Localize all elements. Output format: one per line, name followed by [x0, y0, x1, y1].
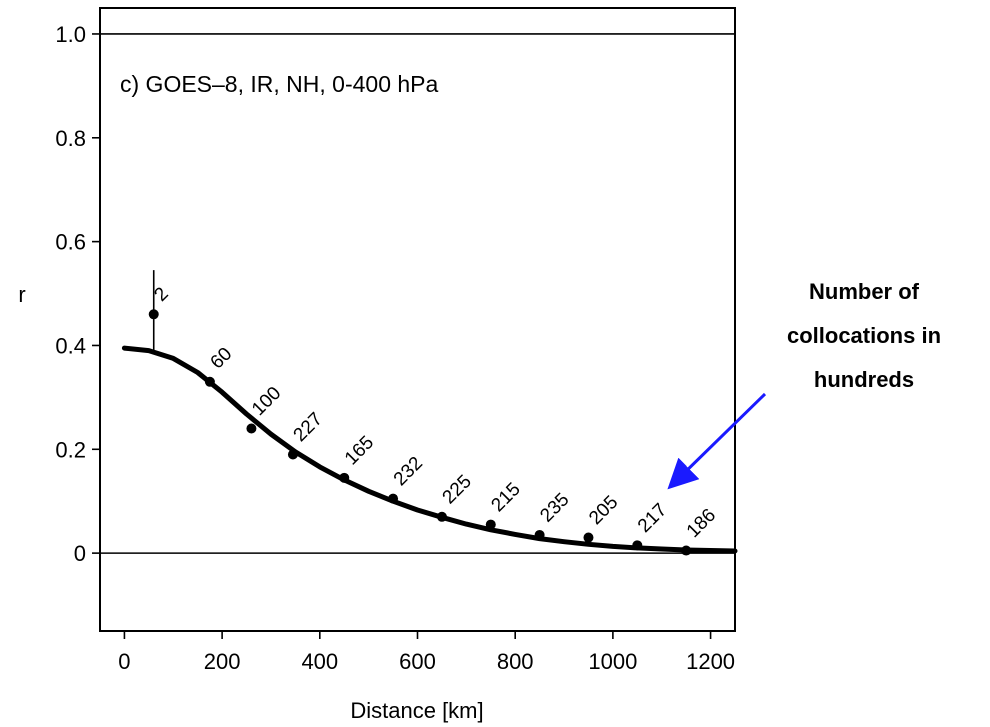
- data-point: [583, 532, 594, 543]
- point-count-label: 100: [248, 383, 285, 420]
- plot-frame: [99, 7, 736, 632]
- y-tick-label: 0.2: [55, 437, 86, 462]
- data-point: [148, 309, 159, 320]
- data-point: [436, 511, 447, 522]
- point-count-label: 217: [634, 500, 671, 537]
- point-count-label: 227: [290, 409, 327, 446]
- data-point: [485, 519, 496, 530]
- annotation-arrow: [667, 392, 767, 490]
- point-count-label: 232: [390, 453, 427, 490]
- annotation-line-2: collocations in: [786, 323, 942, 348]
- point-count-label: 225: [439, 471, 476, 508]
- data-point: [388, 493, 399, 504]
- annotation-line-1: Number of: [809, 279, 919, 304]
- y-tick-label: 0.6: [55, 230, 86, 255]
- x-tick-label: 200: [204, 649, 241, 674]
- data-point: [339, 472, 350, 483]
- data-point: [632, 540, 643, 551]
- data-point: [246, 423, 257, 434]
- data-point: [204, 376, 215, 387]
- x-tick-label: 1200: [686, 649, 735, 674]
- x-tick-label: 400: [301, 649, 338, 674]
- x-tick-label: 1000: [588, 649, 637, 674]
- data-point: [534, 529, 545, 540]
- point-count-label: 205: [585, 492, 622, 529]
- point-count-label: 186: [683, 505, 720, 542]
- point-count-label: 235: [536, 489, 573, 526]
- point-count-label: 60: [207, 344, 237, 374]
- annotation-text: Number of collocations in hundreds: [742, 270, 986, 402]
- y-axis-label: r: [18, 282, 25, 307]
- x-axis-label: Distance [km]: [350, 698, 483, 723]
- x-tick-label: 600: [399, 649, 436, 674]
- y-tick-label: 0.8: [55, 126, 86, 151]
- annotation-line-3: hundreds: [813, 367, 915, 392]
- x-tick-label: 0: [118, 649, 130, 674]
- x-tick-label: 800: [497, 649, 534, 674]
- y-tick-label: 1.0: [55, 22, 86, 47]
- y-tick-label: 0.4: [55, 333, 86, 358]
- panel-title: c) GOES–8, IR, NH, 0-400 hPa: [120, 71, 439, 97]
- data-point: [287, 449, 298, 460]
- point-count-label: 165: [341, 432, 378, 469]
- y-tick-label: 0: [74, 541, 86, 566]
- point-count-label: 215: [487, 479, 524, 516]
- data-point: [681, 545, 692, 556]
